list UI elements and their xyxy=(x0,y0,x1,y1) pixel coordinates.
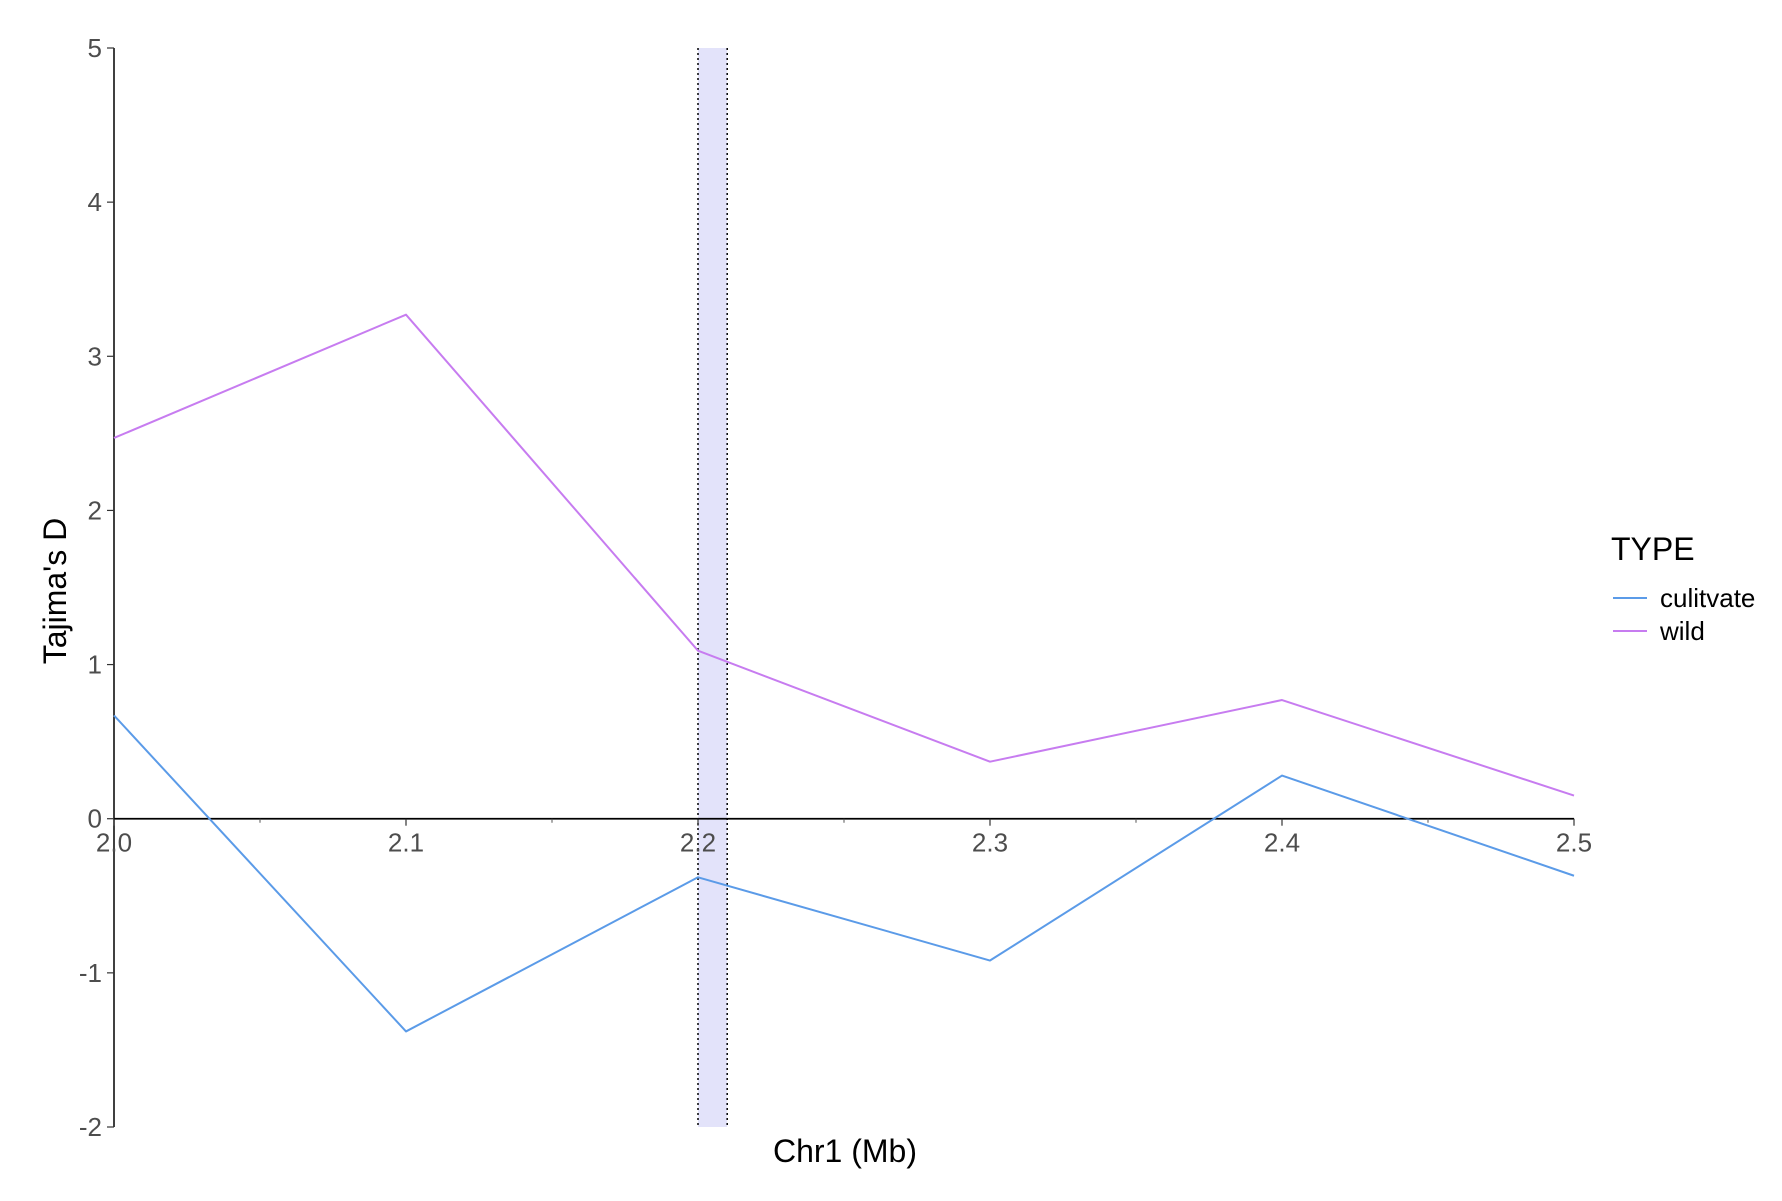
legend-label-culitvate: culitvate xyxy=(1660,583,1755,613)
y-tick-label: 2 xyxy=(88,495,102,525)
series-line-culitvate xyxy=(113,714,1575,1033)
y-tick-label: 1 xyxy=(88,650,102,680)
legend-label-wild: wild xyxy=(1659,616,1705,646)
legend: TYPE culitvate wild xyxy=(1611,531,1755,646)
x-tick-label: 2.5 xyxy=(1556,828,1592,858)
y-tick-label: 0 xyxy=(88,804,102,834)
series-layer xyxy=(113,313,1575,1033)
y-tick-label: 5 xyxy=(88,33,102,63)
x-tick-label: 2.4 xyxy=(1264,828,1300,858)
x-tick-label: 2.2 xyxy=(680,828,716,858)
x-tick-label: 2.3 xyxy=(972,828,1008,858)
tick-labels-layer: -2 -1 0 1 2 3 4 5 2.0 2.1 2.2 2.3 2.4 2.5 xyxy=(79,33,1592,1142)
highlight-region xyxy=(698,48,728,1127)
x-tick-label: 2.0 xyxy=(96,828,132,858)
series-line-wild xyxy=(113,313,1575,797)
x-tick-label: 2.1 xyxy=(388,828,424,858)
y-tick-label: -2 xyxy=(79,1112,102,1142)
y-tick-label: -1 xyxy=(79,958,102,988)
axes-layer xyxy=(107,47,1575,1128)
y-axis-title: Tajima's D xyxy=(37,518,73,665)
y-tick-label: 3 xyxy=(88,341,102,371)
x-axis-title: Chr1 (Mb) xyxy=(773,1133,917,1169)
y-tick-label: 4 xyxy=(88,187,102,217)
highlight-region-layer xyxy=(697,48,728,1127)
legend-title: TYPE xyxy=(1611,531,1695,567)
